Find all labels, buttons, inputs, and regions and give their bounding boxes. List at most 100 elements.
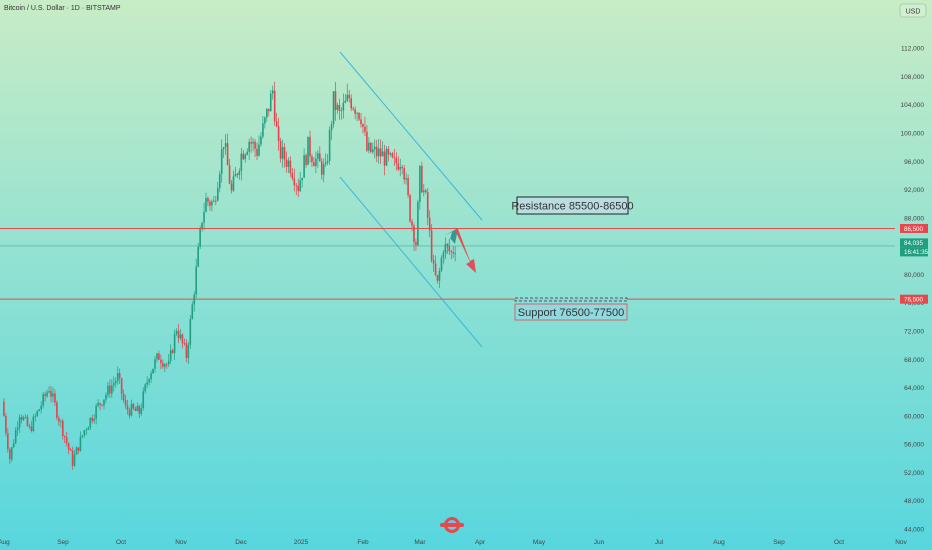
candle	[107, 382, 109, 398]
candle	[91, 414, 94, 424]
candle	[275, 112, 278, 128]
support-label[interactable]: Support 76500-77500	[514, 297, 628, 321]
candle	[324, 153, 327, 167]
resistance-label[interactable]: Resistance 85500-86500	[511, 196, 634, 215]
candle-body	[326, 160, 329, 163]
candle	[305, 153, 307, 168]
currency-badge[interactable]: USD	[899, 3, 927, 18]
candle-body	[3, 401, 5, 416]
price-tag-current: 84,035	[900, 238, 928, 248]
candle	[164, 362, 166, 372]
candle-body	[95, 405, 97, 419]
candle	[315, 151, 317, 174]
descending-channel[interactable]	[339, 51, 483, 348]
time-tick-label: Jun	[594, 539, 605, 546]
channel-upper-line[interactable]	[339, 51, 483, 221]
candle-body	[16, 427, 19, 430]
candle	[48, 386, 50, 394]
forecast-up-arrow[interactable]	[437, 228, 458, 289]
time-tick-label: Aug	[713, 539, 725, 546]
price-axis[interactable]: 112,000 108,000 104,000 100,000 96,000 92,000…	[901, 46, 925, 534]
candle-body	[273, 90, 276, 122]
candle-body	[7, 433, 9, 450]
candle-body	[301, 177, 303, 181]
channel-lower-line[interactable]	[339, 176, 483, 348]
candle-body	[5, 415, 7, 434]
candle-body	[446, 244, 449, 247]
candle-body	[89, 417, 92, 428]
price-tick-label: 92,000	[904, 187, 924, 194]
candle	[215, 195, 217, 206]
candle-body	[40, 405, 43, 410]
candle-body	[279, 141, 282, 159]
candle-body	[397, 163, 400, 170]
candle	[313, 157, 315, 167]
time-tick-label: Dec	[235, 539, 247, 546]
candle	[322, 158, 325, 183]
candle	[254, 139, 256, 157]
candle	[293, 168, 296, 192]
candle	[85, 427, 88, 436]
candle	[424, 188, 427, 194]
candle	[364, 116, 366, 137]
candle	[122, 389, 125, 403]
price-tick-label: 96,000	[904, 159, 924, 166]
candle-body	[26, 416, 29, 426]
candle	[426, 188, 429, 226]
candle-body	[36, 411, 39, 416]
time-tick-label: Feb	[357, 539, 369, 546]
time-axis[interactable]: Aug Sep Oct Nov Dec 2025 Feb Mar Apr May Jun Jul Aug…	[0, 539, 908, 546]
candle	[132, 402, 135, 410]
candle	[415, 238, 417, 252]
candle-body	[387, 148, 390, 155]
candle	[297, 178, 300, 198]
candle-body	[79, 436, 82, 451]
candle	[436, 274, 439, 284]
candle-body	[391, 153, 394, 158]
candle	[77, 447, 80, 454]
forecast-down-arrow[interactable]	[455, 229, 476, 273]
candle-body	[334, 91, 337, 110]
candle	[26, 414, 29, 427]
price-tick-label: 72,000	[904, 329, 924, 336]
candle-body	[12, 443, 15, 448]
candle	[124, 394, 127, 409]
candle-body	[375, 146, 378, 157]
candle-body	[179, 334, 182, 339]
candle	[366, 125, 368, 153]
candle	[34, 413, 37, 422]
candle-body	[401, 166, 404, 168]
candle	[393, 148, 396, 167]
price-tick-label: 104,000	[901, 102, 925, 109]
candle	[224, 134, 227, 155]
candle-body	[118, 372, 121, 379]
candle	[3, 398, 5, 417]
candle	[240, 148, 243, 181]
candle-body	[409, 195, 411, 222]
candle	[97, 398, 99, 408]
forecast-arrows[interactable]	[437, 228, 476, 289]
time-tick-label: Oct	[834, 539, 844, 546]
candle-body	[328, 130, 331, 161]
support-label-text: Support 76500-77500	[518, 307, 624, 319]
candle	[134, 406, 137, 412]
candle	[177, 323, 180, 343]
candle-body	[65, 437, 68, 444]
candle-body	[91, 417, 94, 421]
candle-body	[28, 425, 31, 427]
candle-body	[454, 253, 456, 254]
candle-body	[201, 222, 203, 229]
candle	[348, 89, 351, 103]
candle	[336, 102, 339, 114]
candle	[328, 126, 331, 165]
candle-body	[434, 263, 437, 275]
candle	[103, 399, 105, 410]
candle-body	[120, 378, 123, 394]
candle-body	[199, 228, 201, 247]
price-tag-text: 16:41:35	[904, 249, 929, 256]
candle-body	[442, 252, 445, 258]
candle-body	[111, 385, 113, 394]
candle	[46, 389, 48, 398]
candle-body	[44, 394, 46, 397]
